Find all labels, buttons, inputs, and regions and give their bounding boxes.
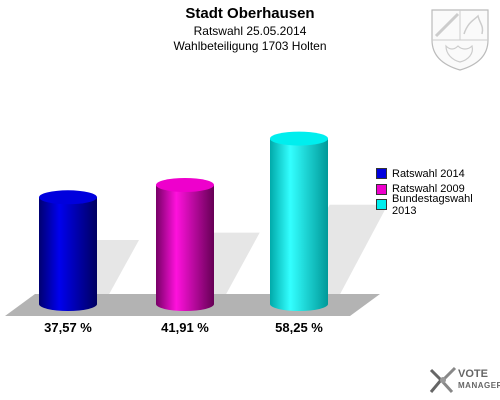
legend-label: Ratswahl 2009 bbox=[392, 183, 465, 196]
bar-top bbox=[270, 131, 328, 146]
legend-item-ratswahl-2014: Ratswahl 2014 bbox=[376, 166, 500, 182]
chart-subtitle-election: Ratswahl 25.05.2014 bbox=[193, 24, 307, 38]
value-label-ratswahl-2009: 41,91 % bbox=[161, 320, 209, 335]
chart-title: Stadt Oberhausen bbox=[185, 5, 315, 22]
nrw-coat-of-arms-icon bbox=[431, 9, 489, 71]
legend-swatch bbox=[376, 168, 387, 180]
brand-line-1: VOTE bbox=[458, 368, 488, 380]
value-label-bundestagswahl-2013: 58,25 % bbox=[275, 320, 323, 335]
legend-label: Ratswahl 2014 bbox=[392, 167, 465, 180]
vote-manager-wordmark: VOTE MANAGER bbox=[458, 369, 500, 391]
legend: Ratswahl 2014 Ratswahl 2009 Bundestagswa… bbox=[376, 166, 500, 217]
legend-item-bundestagswahl-2013: Bundestagswahl 2013 bbox=[376, 193, 500, 217]
legend-swatch bbox=[376, 199, 387, 211]
legend-item-ratswahl-2009: Ratswahl 2009 bbox=[376, 182, 500, 198]
bar-body bbox=[39, 197, 97, 311]
vote-manager-logo-icon bbox=[429, 366, 457, 394]
chart-subtitle-district: Wahlbeteiligung 1703 Holten bbox=[173, 39, 327, 53]
legend-label: Bundestagswahl 2013 bbox=[391, 192, 473, 217]
legend-swatch bbox=[376, 183, 387, 195]
bar-bundestagswahl-2013 bbox=[270, 131, 328, 311]
brand-line-2: MANAGER bbox=[458, 381, 500, 390]
bar-top bbox=[156, 177, 214, 192]
bar-ratswahl-2014 bbox=[39, 190, 97, 311]
value-label-ratswahl-2014: 37,57 % bbox=[44, 320, 92, 335]
bar-body bbox=[156, 184, 214, 311]
bar-ratswahl-2009 bbox=[156, 177, 214, 311]
bar-top bbox=[39, 190, 97, 205]
bar-body bbox=[270, 138, 328, 311]
